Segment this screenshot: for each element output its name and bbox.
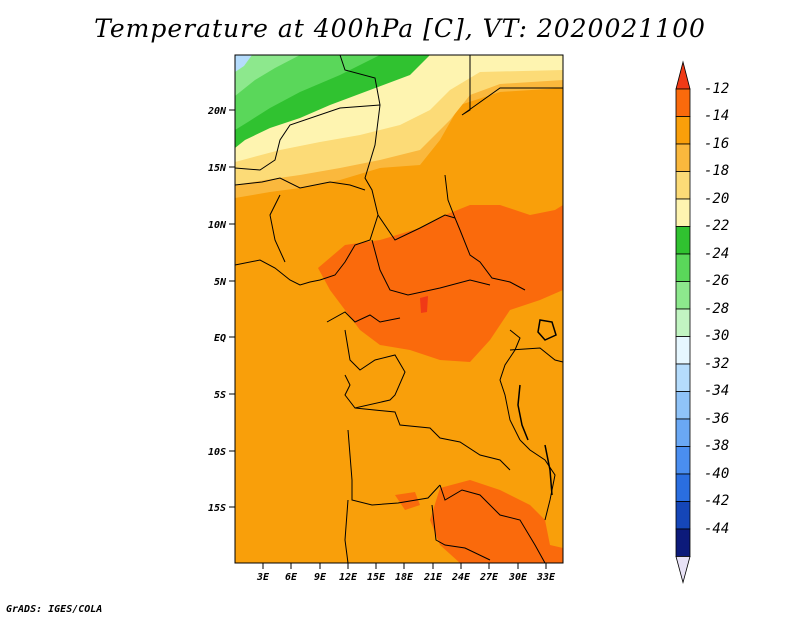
region-minus14-central [318,205,563,362]
lat-label: 10N [208,220,227,231]
color-bar-swatch [675,143,691,172]
legend-label: -44 [704,521,729,537]
legend-label: -40 [704,466,729,482]
lon-label: 21E [423,572,443,583]
color-bar-swatch [675,116,691,145]
temperature-field [235,55,563,563]
lon-label: 27E [479,572,499,583]
lon-label: 30E [508,572,528,583]
lat-label: 20N [207,106,227,117]
color-bar-swatch [675,473,691,502]
lakes [517,319,557,496]
map-title: Temperature at 400hPa [C], VT: 202002110… [94,14,706,43]
lon-label: 12E [339,572,358,583]
legend-label: -32 [704,356,729,372]
lat-label: 10S [208,447,226,458]
lat-label: 5N [214,277,227,288]
lon-label: 33E [536,572,556,583]
footer-credit: GrADS: IGES/COLA [6,604,103,615]
region-minus14-south [430,480,563,563]
lake-malawi [544,444,553,496]
color-bar-swatch [675,281,691,310]
legend-label: -24 [704,246,729,262]
band-minus28 [235,55,300,96]
legend-label: -36 [704,411,729,427]
color-bar-swatch [675,308,691,337]
color-bar-swatch [675,391,691,420]
map-frame [234,54,564,564]
lake-tanganyika [517,384,529,441]
lon-label: 18E [395,572,414,583]
lon-label: 15E [367,572,386,583]
color-bar-top-arrow [675,60,691,90]
legend-label: -38 [704,438,729,454]
lon-label: 9E [314,572,327,583]
color-bar [675,60,691,585]
lat-label: 15N [208,163,227,174]
lat-label: EQ [214,333,226,344]
country-borders [235,55,563,563]
legend-label: -30 [704,328,729,344]
lon-label: 3E [256,572,270,583]
legend-label: -14 [704,108,729,124]
region-minus12-spot [420,296,428,313]
color-bar-swatch [675,418,691,447]
legend-label: -12 [704,81,729,97]
color-bar-swatch [675,446,691,475]
color-bar-swatch [675,336,691,365]
legend-label: -16 [704,136,729,152]
lat-tick-marks [229,109,235,508]
color-bar-swatch [675,501,691,530]
legend-label: -26 [704,273,729,289]
band-minus26 [235,55,380,130]
legend-label: -42 [704,493,729,509]
band-minus32 [235,55,252,72]
lon-label: 24E [451,572,471,583]
color-bar-swatch [675,528,691,557]
legend-label: -28 [704,301,729,317]
color-bar-swatch [675,226,691,255]
color-bar-swatch [675,171,691,200]
color-bar-bottom-arrow [675,556,691,585]
lake-victoria [537,319,557,341]
lon-label: 6E [285,572,298,583]
color-bar-swatch [675,198,691,227]
legend-label: -18 [704,163,729,179]
color-bar-swatch [675,363,691,392]
lat-label: 5S [214,390,226,401]
legend-label: -20 [704,191,729,207]
color-bar-labels: -12 -14 -16 -18 -20 -22 -24 -26 -28 -30 … [704,81,729,537]
legend-label: -34 [704,383,729,399]
color-bar-swatch [675,88,691,117]
legend-label: -22 [704,218,729,234]
lat-label: 15S [208,503,226,514]
color-bar-swatch [675,253,691,282]
lon-tick-marks [262,563,547,569]
